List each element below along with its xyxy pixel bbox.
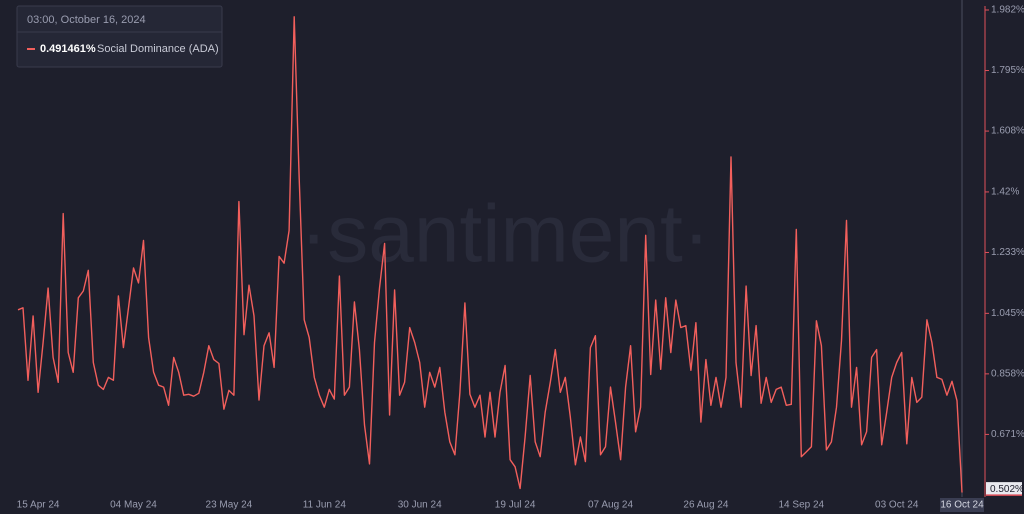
data-line — [17, 16, 963, 493]
current-value-tag — [986, 482, 1022, 496]
tooltip: 03:00, October 16, 2024 0.491461% Social… — [16, 5, 223, 68]
y-tick-label: 1.608% — [991, 126, 1024, 137]
watermark: ·santiment· — [300, 189, 710, 280]
y-tick-label: 1.795% — [991, 65, 1024, 76]
x-tick-label: 23 May 24 — [206, 500, 253, 511]
x-tick-label: 15 Apr 24 — [17, 500, 60, 511]
x-tick-label: 03 Oct 24 — [875, 500, 919, 511]
y-tick-label: 1.233% — [991, 247, 1024, 258]
tooltip-box — [16, 5, 223, 68]
x-tick-label: 30 Jun 24 — [398, 500, 442, 511]
x-tick-label: 16 Oct 24 — [940, 500, 984, 511]
x-tick-label: 26 Aug 24 — [683, 500, 728, 511]
x-label-highlight — [940, 498, 984, 512]
x-tick-label: 04 May 24 — [110, 500, 157, 511]
y-tick-label: 1.045% — [991, 308, 1024, 319]
y-tick-label: 1.982% — [991, 5, 1024, 16]
x-tick-label: 07 Aug 24 — [588, 500, 633, 511]
x-tick-label: 14 Sep 24 — [779, 500, 825, 511]
x-tick-label: 19 Jul 24 — [495, 500, 536, 511]
y-tick-label: 0.858% — [991, 369, 1024, 380]
tooltip-value: 0.491461% — [40, 43, 96, 55]
current-value-label: 0.502% — [990, 484, 1024, 495]
x-tick-label: 11 Jun 24 — [303, 500, 347, 511]
y-tick-label: 0.671% — [991, 429, 1024, 440]
tooltip-title: 03:00, October 16, 2024 — [27, 14, 146, 26]
tooltip-series-name: Social Dominance (ADA) — [97, 43, 219, 55]
y-tick-label: 1.42% — [991, 187, 1019, 198]
